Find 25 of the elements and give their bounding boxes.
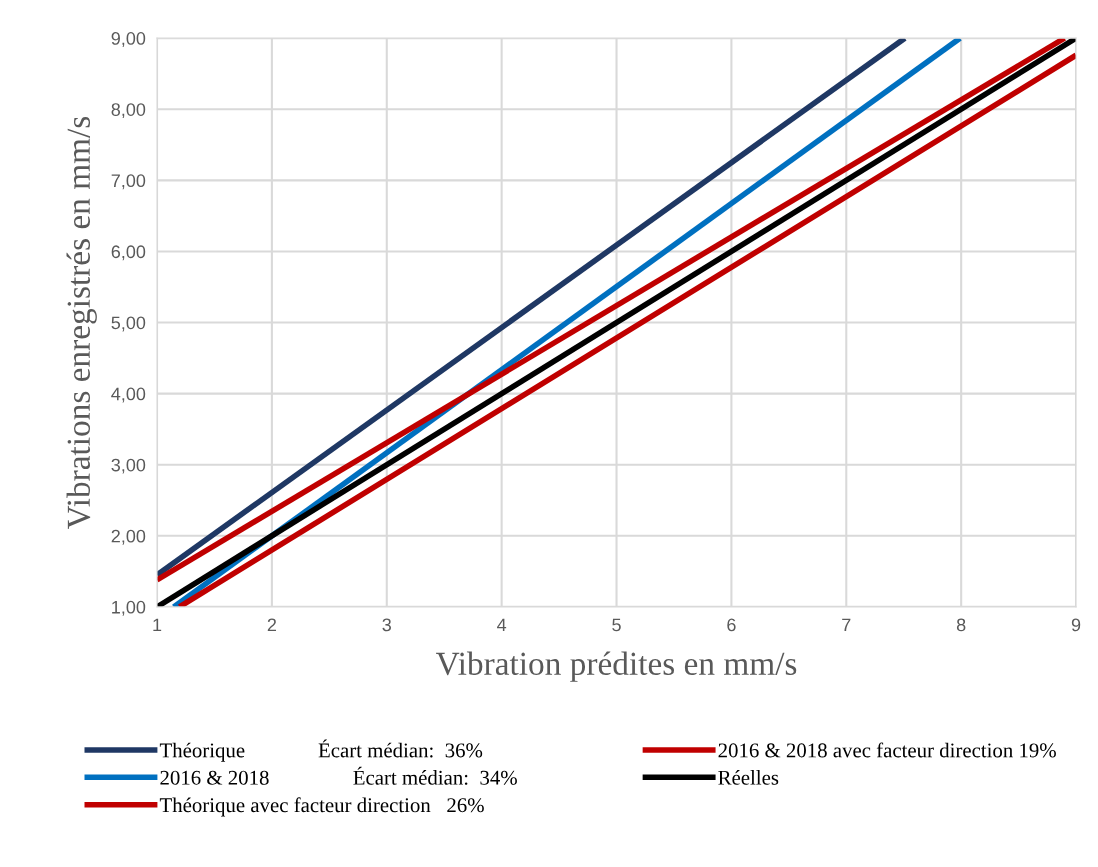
y-tick-label: 7,00 xyxy=(111,174,146,190)
y-axis-title: Vibrations enregistrés en mm/s xyxy=(66,116,97,529)
legend-label: Théorique Écart médian: 36% xyxy=(159,739,483,762)
x-tick-label: 4 xyxy=(497,618,507,632)
y-tick-label: 3,00 xyxy=(111,458,146,474)
legend-label: Réelles xyxy=(718,770,779,785)
y-tick-label: 2,00 xyxy=(111,529,146,545)
x-tick-label: 3 xyxy=(382,618,391,632)
y-tick-label: 1,00 xyxy=(112,600,146,616)
legend-label: 2016 & 2018 Écart médian: 34% xyxy=(160,766,517,785)
x-tick-label: 5 xyxy=(612,618,621,632)
x-tick-label: 6 xyxy=(727,618,736,632)
x-tick-label: 1 xyxy=(153,618,162,632)
y-tick-label: 4,00 xyxy=(111,387,146,403)
y-tick-label: 5,00 xyxy=(111,316,146,332)
y-tick-label: 6,00 xyxy=(111,245,146,261)
x-tick-label: 9 xyxy=(1071,618,1081,632)
x-tick-label: 2 xyxy=(267,618,277,632)
y-tick-label: 8,00 xyxy=(111,103,146,119)
x-tick-label: 7 xyxy=(842,618,851,632)
legend-label: Théorique avec facteur direction 26% xyxy=(159,797,484,817)
legend-label: 2016 & 2018 avec facteur direction 19% xyxy=(718,742,1056,758)
x-axis-title: Vibration prédites en mm/s xyxy=(435,651,797,682)
y-tick-label: 9,00 xyxy=(111,32,146,47)
x-tick-label: 8 xyxy=(956,618,966,632)
